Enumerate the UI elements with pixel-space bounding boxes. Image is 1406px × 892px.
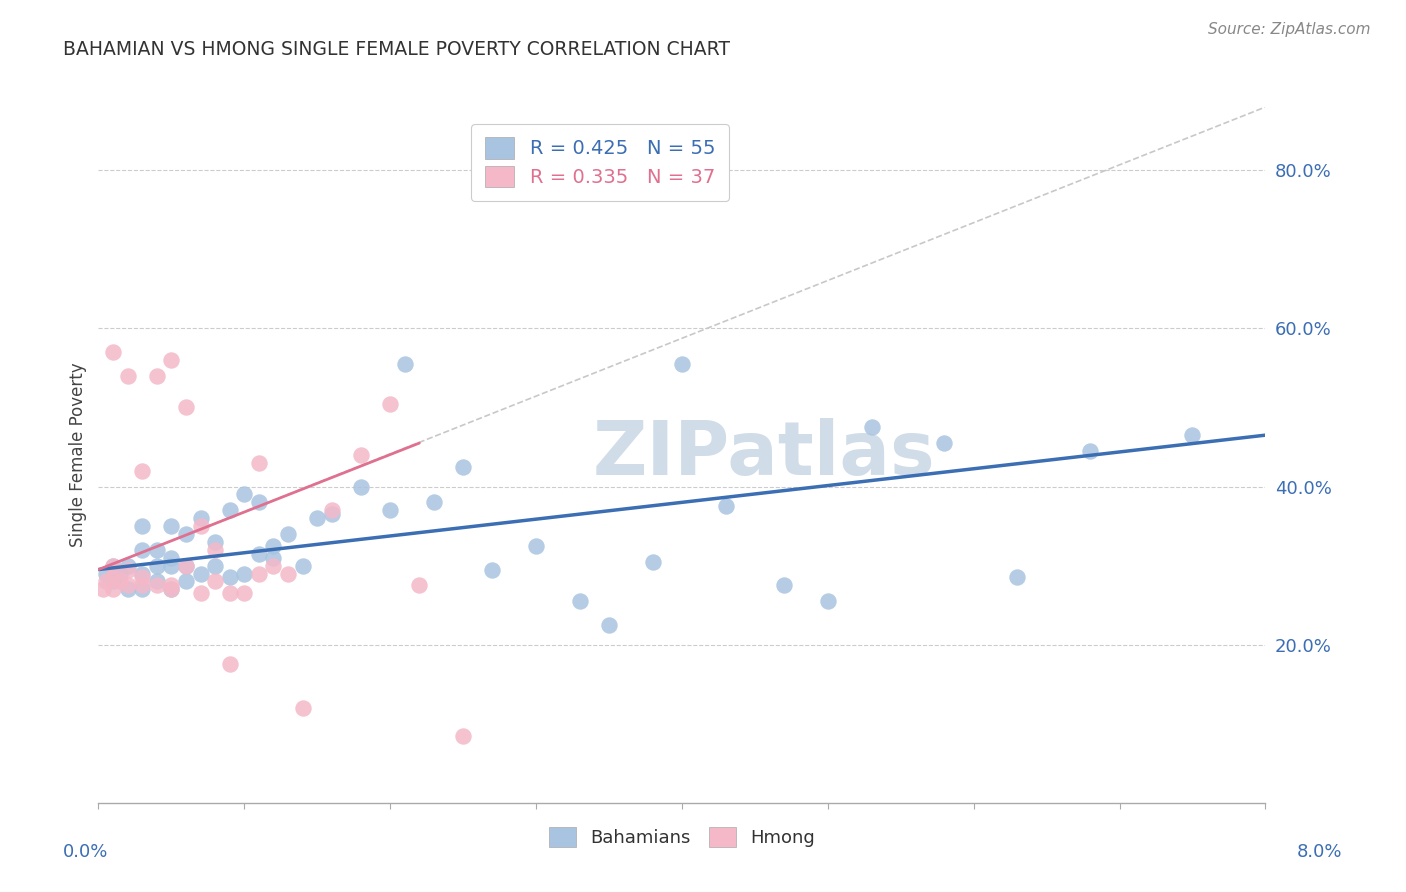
- Point: [233, 586, 256, 600]
- Point: [524, 539, 547, 553]
- Point: [423, 495, 446, 509]
- Point: [160, 582, 183, 597]
- Point: [218, 570, 240, 584]
- Point: [117, 368, 139, 383]
- Point: [190, 519, 212, 533]
- Point: [321, 507, 343, 521]
- Point: [321, 503, 343, 517]
- Point: [131, 464, 153, 478]
- Point: [174, 558, 197, 573]
- Point: [380, 503, 402, 517]
- Point: [101, 558, 124, 573]
- Point: [110, 574, 132, 589]
- Point: [110, 566, 132, 581]
- Point: [451, 459, 474, 474]
- Point: [146, 558, 169, 573]
- Point: [568, 594, 591, 608]
- Point: [247, 495, 270, 509]
- Point: [641, 555, 664, 569]
- Point: [247, 566, 270, 581]
- Point: [451, 729, 474, 743]
- Point: [380, 396, 402, 410]
- Point: [131, 542, 153, 557]
- Point: [117, 578, 139, 592]
- Point: [1080, 444, 1102, 458]
- Point: [598, 618, 620, 632]
- Point: [101, 345, 124, 359]
- Point: [218, 586, 240, 600]
- Point: [174, 558, 197, 573]
- Point: [174, 527, 197, 541]
- Text: 8.0%: 8.0%: [1298, 843, 1343, 861]
- Point: [160, 550, 183, 565]
- Point: [773, 578, 796, 592]
- Point: [160, 519, 183, 533]
- Point: [91, 582, 114, 597]
- Point: [190, 586, 212, 600]
- Point: [94, 574, 117, 589]
- Point: [101, 558, 124, 573]
- Point: [291, 558, 314, 573]
- Point: [277, 566, 299, 581]
- Point: [218, 503, 240, 517]
- Point: [860, 420, 883, 434]
- Legend: Bahamians, Hmong: Bahamians, Hmong: [540, 819, 824, 856]
- Point: [117, 582, 139, 597]
- Point: [277, 527, 299, 541]
- Point: [160, 353, 183, 368]
- Point: [131, 578, 153, 592]
- Point: [204, 542, 226, 557]
- Point: [204, 574, 226, 589]
- Point: [204, 534, 226, 549]
- Point: [146, 368, 169, 383]
- Point: [218, 657, 240, 672]
- Text: BAHAMIAN VS HMONG SINGLE FEMALE POVERTY CORRELATION CHART: BAHAMIAN VS HMONG SINGLE FEMALE POVERTY …: [63, 40, 730, 59]
- Point: [262, 539, 284, 553]
- Point: [146, 542, 169, 557]
- Point: [1007, 570, 1029, 584]
- Text: ZIPatlas: ZIPatlas: [592, 418, 935, 491]
- Point: [714, 500, 737, 514]
- Point: [1181, 428, 1204, 442]
- Point: [247, 456, 270, 470]
- Point: [817, 594, 839, 608]
- Point: [131, 519, 153, 533]
- Point: [94, 566, 117, 581]
- Point: [247, 547, 270, 561]
- Point: [101, 570, 124, 584]
- Point: [117, 558, 139, 573]
- Point: [233, 566, 256, 581]
- Point: [233, 487, 256, 501]
- Point: [481, 563, 503, 577]
- Point: [146, 574, 169, 589]
- Point: [262, 550, 284, 565]
- Point: [190, 566, 212, 581]
- Point: [160, 582, 183, 597]
- Text: 0.0%: 0.0%: [63, 843, 108, 861]
- Point: [131, 570, 153, 584]
- Point: [350, 479, 373, 493]
- Point: [671, 357, 693, 371]
- Point: [160, 578, 183, 592]
- Point: [190, 511, 212, 525]
- Point: [174, 574, 197, 589]
- Point: [262, 558, 284, 573]
- Point: [101, 582, 124, 597]
- Point: [307, 511, 329, 525]
- Point: [160, 558, 183, 573]
- Point: [408, 578, 430, 592]
- Point: [117, 563, 139, 577]
- Point: [934, 436, 956, 450]
- Point: [101, 574, 124, 589]
- Point: [174, 401, 197, 415]
- Point: [146, 578, 169, 592]
- Point: [204, 558, 226, 573]
- Point: [394, 357, 416, 371]
- Text: Source: ZipAtlas.com: Source: ZipAtlas.com: [1208, 22, 1371, 37]
- Point: [291, 701, 314, 715]
- Point: [131, 566, 153, 581]
- Point: [131, 582, 153, 597]
- Point: [350, 448, 373, 462]
- Y-axis label: Single Female Poverty: Single Female Poverty: [69, 363, 87, 547]
